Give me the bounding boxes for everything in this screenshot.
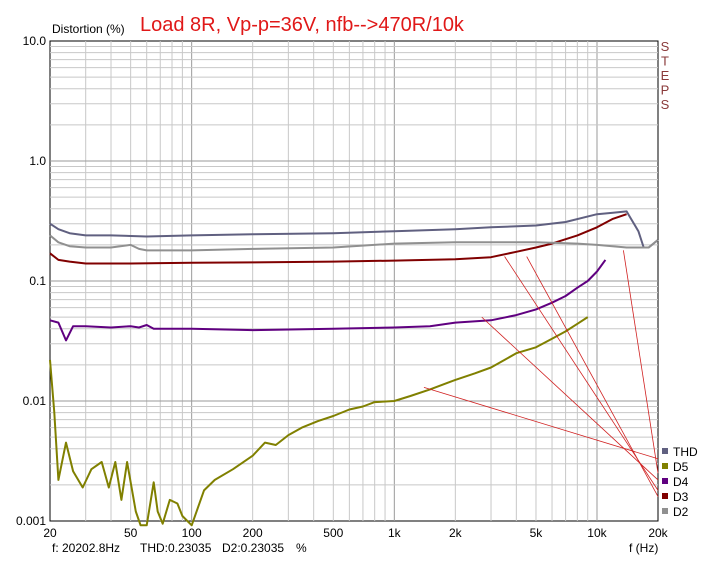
annotation-line	[526, 256, 659, 497]
x-tick-label: 20k	[648, 526, 668, 540]
series-group	[49, 210, 659, 527]
cursor-unit: %	[296, 541, 307, 555]
legend-label-d5[interactable]: D5	[673, 460, 689, 474]
x-tick-label: 100	[182, 526, 202, 540]
y-tick-label: 0.1	[29, 274, 46, 288]
y-tick-label: 0.001	[16, 514, 46, 528]
y-tick-label: 0.01	[23, 394, 47, 408]
tick-labels: 20 50 100 200 500 1k 2k 5k 10k 20k 10.0 1.0 0.1 0.01 0…	[16, 34, 669, 540]
legend-swatch-d3[interactable]	[662, 493, 668, 499]
legend-swatch-d4[interactable]	[662, 478, 668, 484]
x-tick-label: 1k	[388, 526, 402, 540]
chart-title: Load 8R, Vp-p=36V, nfb-->470R/10k	[140, 14, 465, 36]
y-tick-label: 10.0	[23, 34, 47, 48]
legend-swatch-d2[interactable]	[662, 508, 668, 514]
series-line-d2	[49, 234, 659, 252]
legend-label-d3[interactable]: D3	[673, 490, 689, 504]
legend-label-d4[interactable]: D4	[673, 475, 689, 489]
x-axis-label: f (Hz)	[629, 541, 658, 555]
y-tick-label: 1.0	[29, 154, 46, 168]
annotation-line	[481, 316, 659, 481]
annotation-line	[504, 256, 659, 491]
grid	[50, 41, 658, 521]
x-tick-label: 200	[243, 526, 263, 540]
cursor-frequency: f: 20202.8Hz	[52, 541, 120, 555]
series-line-d5	[49, 316, 589, 527]
legend-label-d2[interactable]: D2	[673, 505, 689, 519]
legend-label-thd[interactable]: THD	[673, 445, 698, 459]
x-tick-label: 20	[43, 526, 57, 540]
annotation-line	[423, 386, 659, 460]
series-line-d4	[49, 259, 607, 342]
legend-swatch-thd[interactable]	[662, 448, 668, 454]
series-line-thd	[49, 210, 659, 249]
legend-swatch-d5[interactable]	[662, 463, 668, 469]
x-tick-label: 10k	[587, 526, 607, 540]
cursor-d2: D2:0.23035	[222, 541, 284, 555]
y-axis-label: Distortion (%)	[52, 22, 125, 36]
cursor-thd: THD:0.23035	[140, 541, 212, 555]
x-tick-label: 500	[323, 526, 343, 540]
series-line-d3	[49, 213, 627, 265]
x-tick-label: 2k	[449, 526, 463, 540]
x-tick-label: 5k	[530, 526, 544, 540]
annotation-lines	[423, 250, 659, 497]
annotation-line	[623, 250, 659, 474]
x-tick-label: 50	[124, 526, 138, 540]
